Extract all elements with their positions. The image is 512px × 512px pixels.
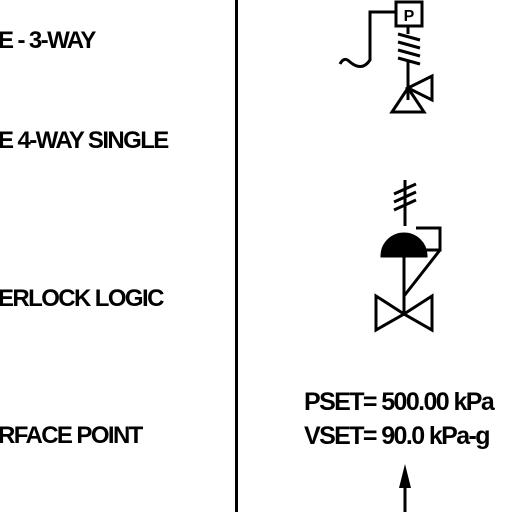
- valve-port-right: [404, 73, 434, 103]
- signal-hash: [393, 180, 417, 226]
- arrow-up-icon: [399, 464, 411, 512]
- label-interface-point: RFACE POINT: [0, 422, 143, 449]
- valve-port-bottom: [389, 85, 427, 114]
- label-3-way: E - 3-WAY: [0, 27, 96, 54]
- diaphragm-4-way-valve-icon: [374, 180, 442, 333]
- positioner-letter: P: [404, 8, 415, 25]
- return-line: [402, 226, 442, 297]
- signal-line: [338, 10, 396, 68]
- label-4-way-single: E 4-WAY SINGLE: [0, 127, 169, 154]
- label-interlock-logic: ERLOCK LOGIC: [0, 285, 164, 312]
- valve-body-right: [401, 293, 434, 333]
- spring: [397, 26, 421, 100]
- solenoid-3-way-valve-icon: [338, 0, 434, 114]
- column-divider: [235, 0, 238, 512]
- diaphragm: [380, 232, 428, 258]
- valve-body-left: [374, 293, 407, 333]
- vset-annotation: VSET= 90.0 kPa-g: [304, 422, 491, 450]
- pset-annotation: PSET= 500.00 kPa: [304, 388, 495, 416]
